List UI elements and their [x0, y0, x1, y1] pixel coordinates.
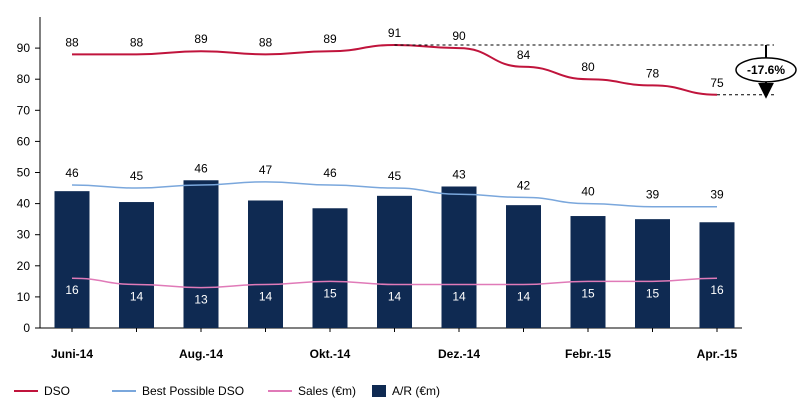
legend-swatch: [372, 385, 386, 397]
best-possible-dso-data-label: 45: [388, 169, 402, 183]
best-possible-dso-data-label: 47: [259, 163, 273, 177]
ar-bar: [699, 222, 735, 328]
ar-bar: [506, 205, 541, 328]
ar-bar: [54, 191, 90, 328]
sales-m-data-label: 16: [65, 283, 79, 297]
y-tick-label: 20: [17, 259, 31, 273]
data-labels: 88 88 89 88 89 91 90 84 80 78 75 46 45 46 47 46 45 43 42 40…: [65, 26, 724, 307]
sales-m-data-label: 15: [581, 286, 595, 300]
ar-bar: [377, 195, 412, 328]
sales-m-data-label: 14: [388, 289, 402, 303]
x-tick-label: Juni-14: [51, 347, 93, 361]
sales-m-data-label: 15: [646, 286, 660, 300]
y-tick-label: 60: [17, 134, 31, 148]
legend-label: Best Possible DSO: [142, 384, 244, 398]
legend-label: Sales (€m): [298, 384, 356, 398]
sales-m-data-label: 14: [452, 289, 466, 303]
dso-data-label: 90: [452, 29, 466, 43]
dso-line: [72, 43, 718, 96]
best-possible-dso-data-label: 39: [710, 188, 724, 202]
y-tick-label: 40: [17, 197, 31, 211]
dso-data-label: 75: [710, 76, 724, 90]
dso-data-label: 84: [517, 48, 531, 62]
legend-item-best-possible-dso: Best Possible DSO: [112, 384, 244, 398]
sales-m-data-label: 13: [194, 293, 208, 307]
y-tick-label: 10: [17, 290, 31, 304]
ar-bar: [248, 200, 283, 328]
best-possible-dso-data-label: 46: [323, 166, 337, 180]
x-tick-label: Apr.-15: [697, 347, 738, 361]
annotation-label: -17.6%: [747, 63, 785, 77]
y-tick-label: 80: [17, 72, 31, 86]
sales-m-line: [71, 277, 718, 289]
best-possible-dso-data-label: 39: [646, 188, 660, 202]
sales-m-data-label: 14: [259, 289, 273, 303]
dso-data-label: 88: [259, 35, 273, 49]
y-tick-label: 50: [17, 166, 31, 180]
sales-m-data-label: 14: [130, 289, 144, 303]
y-tick-label: 70: [17, 103, 31, 117]
ar-bar: [119, 202, 154, 328]
y-tick-label: 0: [23, 321, 30, 335]
y-tick-label: 30: [17, 228, 31, 242]
dso-data-label: 89: [323, 32, 337, 46]
best-possible-dso-data-label: 45: [130, 169, 144, 183]
legend: DSO Best Possible DSO Sales (€m) A/R (€m): [14, 384, 440, 398]
dso-data-label: 91: [388, 26, 402, 40]
dso-data-label: 89: [194, 32, 208, 46]
legend-item-sales-m: Sales (€m): [268, 384, 356, 398]
ar-bar: [570, 216, 606, 328]
legend-item-dso: DSO: [14, 384, 70, 398]
legend-label: A/R (€m): [392, 384, 440, 398]
best-possible-dso-data-label: 46: [194, 161, 208, 175]
legend-label: DSO: [44, 384, 70, 398]
axes: 0 10 20 30 40 50 60 70 80 90 Juni-14 Aug.-14 Okt.-14…: [17, 17, 742, 361]
change-annotation: -17.6%: [394, 44, 797, 99]
best-possible-dso-data-label: 42: [517, 178, 531, 192]
best-possible-dso-data-label: 43: [452, 167, 466, 181]
annotation-ellipse: [735, 57, 797, 83]
x-tick-label: Aug.-14: [179, 347, 223, 361]
best-possible-dso-data-label: 40: [581, 185, 595, 199]
x-tick-label: Okt.-14: [310, 347, 351, 361]
x-tick-label: Febr.-15: [565, 347, 611, 361]
sales-m-data-label: 14: [517, 289, 531, 303]
ar-bar: [183, 180, 219, 328]
dso-data-label: 78: [646, 66, 660, 80]
dso-data-label: 88: [130, 35, 144, 49]
sales-m-data-label: 16: [710, 283, 724, 297]
y-tick-label: 90: [17, 41, 31, 55]
dso-data-label: 88: [65, 35, 79, 49]
x-tick-label: Dez.-14: [438, 347, 480, 361]
ar-bars: [54, 180, 735, 328]
sales-m-data-label: 15: [323, 286, 337, 300]
ar-bar: [635, 219, 670, 328]
ar-bar: [312, 208, 348, 328]
ar-bar: [441, 186, 477, 328]
legend-item-a-r-m: A/R (€m): [372, 384, 440, 398]
dso-data-label: 80: [581, 60, 595, 74]
best-possible-dso-line: [71, 181, 718, 208]
best-possible-dso-data-label: 46: [65, 166, 79, 180]
